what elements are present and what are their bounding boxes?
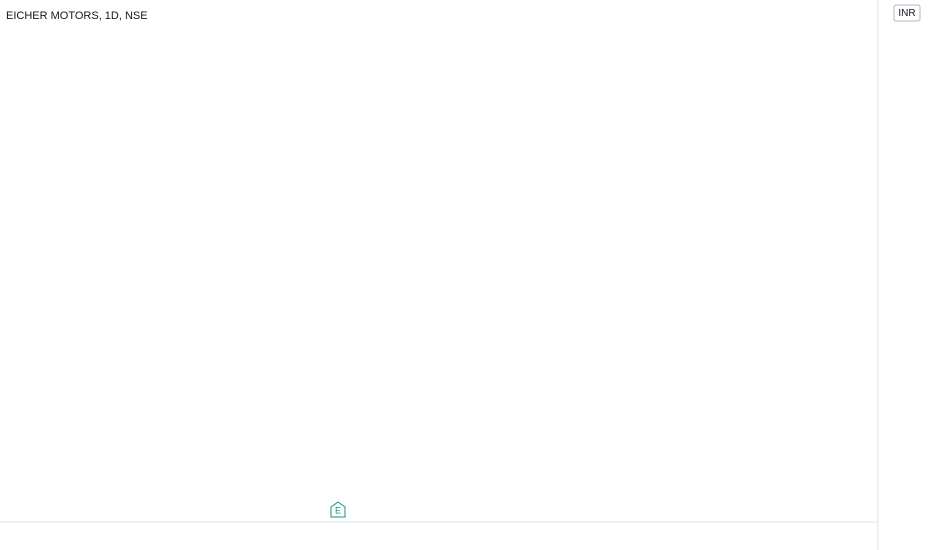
currency-label[interactable]: INR [898, 8, 915, 19]
currency-button[interactable] [893, 4, 921, 22]
earnings-marker[interactable] [330, 501, 346, 518]
chart-title: EICHER MOTORS, 1D, NSE [6, 10, 148, 22]
earnings-label[interactable]: E [335, 505, 341, 515]
